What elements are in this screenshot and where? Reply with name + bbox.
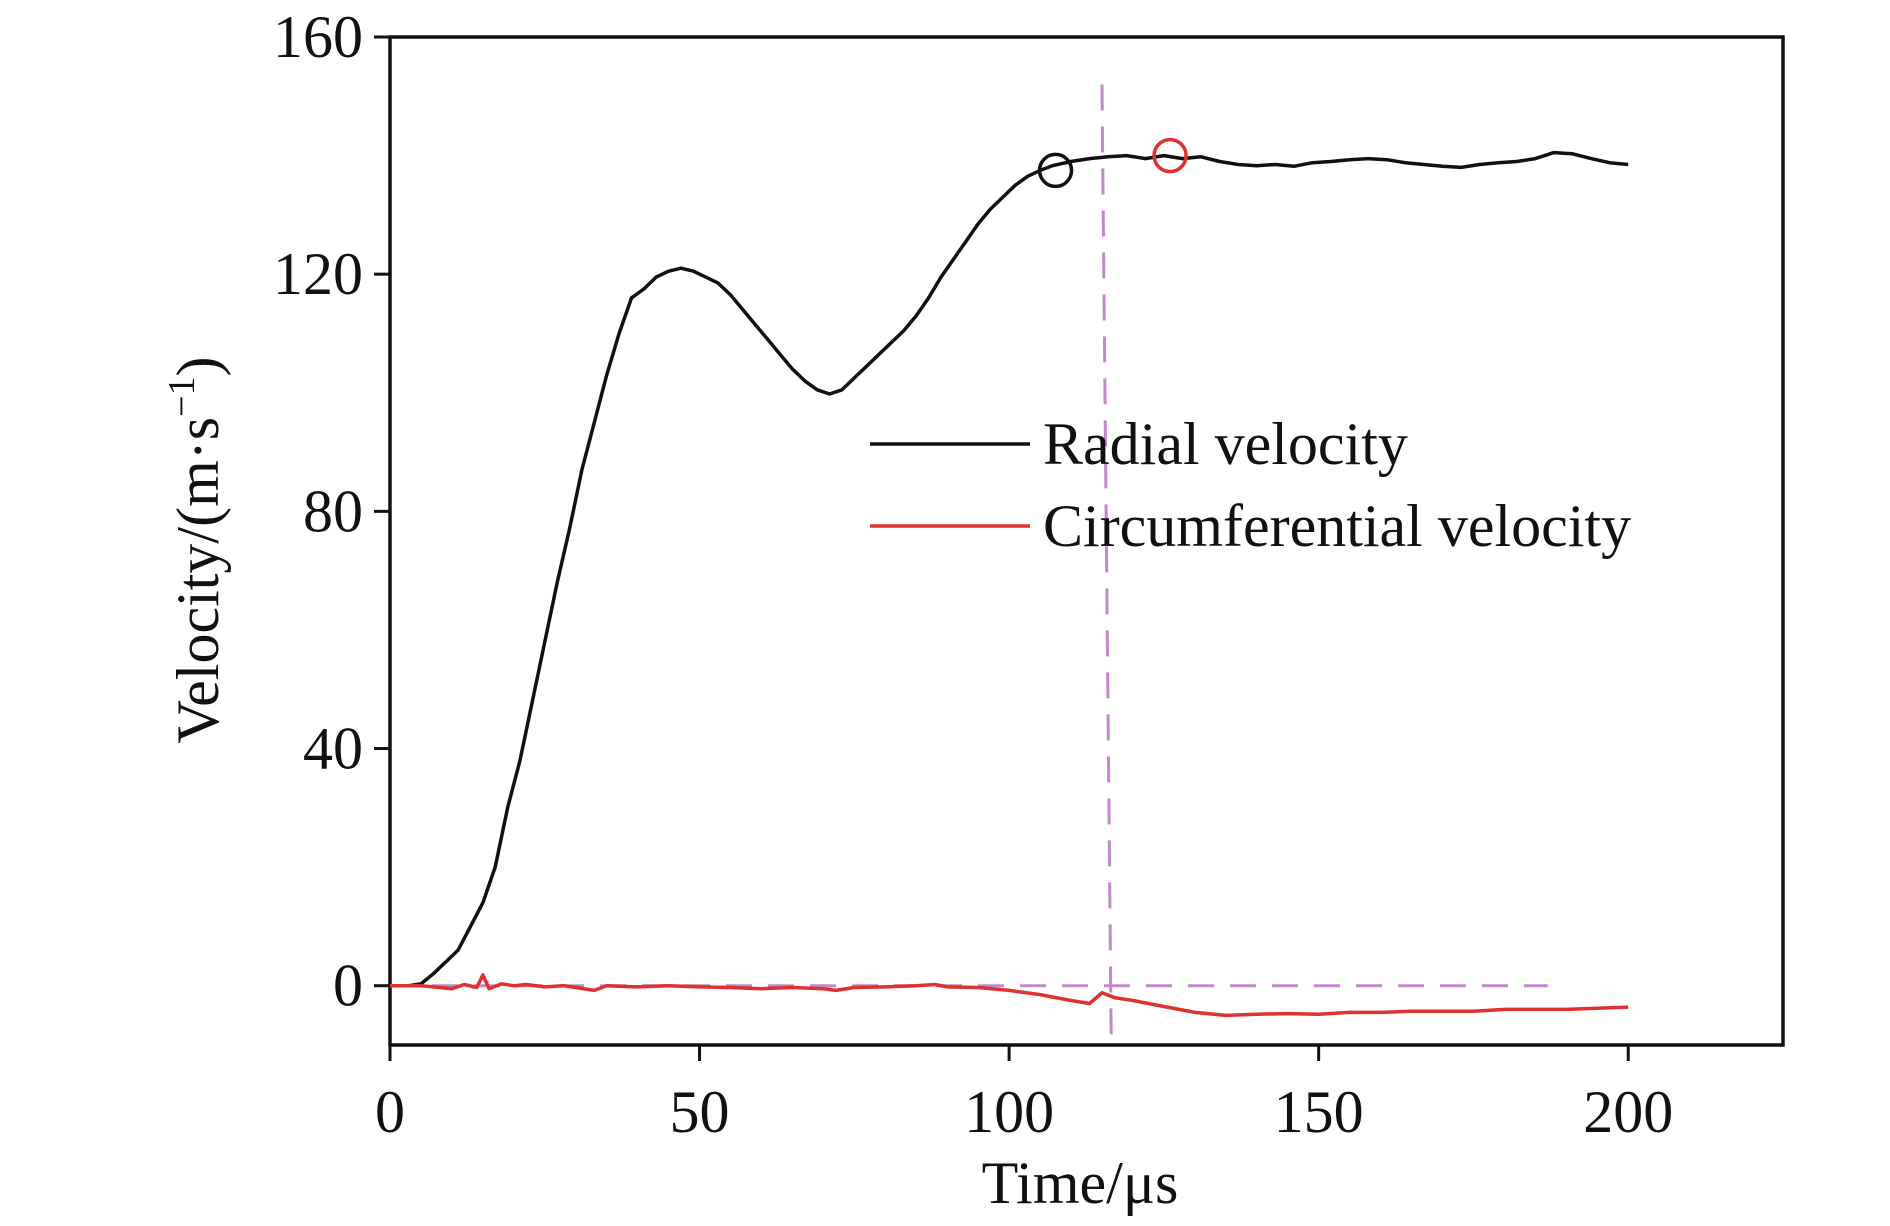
plot-frame (388, 35, 1785, 1047)
marker-radial-circle (1037, 152, 1074, 189)
x-axis-ticks: 0 50 100 150 200 (375, 1045, 1673, 1145)
series-line-circumferential (390, 973, 1629, 1018)
plot-area (388, 35, 1785, 1047)
x-tick-label: 150 (1274, 1079, 1364, 1145)
x-tick-label: 50 (670, 1079, 730, 1145)
y-tick-label: 160 (273, 4, 363, 70)
y-axis-label-main: Velocity/(m·s (165, 417, 231, 744)
marker-circumferential-circle (1152, 137, 1188, 174)
y-tick-label: 80 (303, 478, 363, 544)
y-axis-label: Velocity/(m·s−1) (161, 356, 231, 743)
x-tick-label: 0 (375, 1079, 405, 1145)
y-axis-label-close: ) (165, 356, 231, 376)
y-tick-label: 120 (273, 241, 363, 307)
y-axis-ticks: 0 40 80 120 160 (273, 4, 390, 1019)
legend-label-radial: Radial velocity (1043, 411, 1408, 477)
x-tick-label: 200 (1583, 1079, 1673, 1145)
x-tick-label: 100 (964, 1079, 1054, 1145)
legend-label-circumferential: Circumferential velocity (1043, 493, 1631, 559)
reference-line-vertical (1100, 84, 1113, 1046)
reference-lines (390, 84, 1548, 1046)
series-lines (390, 150, 1629, 1018)
series-line-radial (390, 150, 1629, 988)
x-axis-label: Time/μs (982, 1150, 1179, 1216)
y-axis-label-exponent: −1 (161, 376, 203, 416)
markers (1037, 137, 1188, 189)
legend: Radial velocity Circumferential velocity (870, 411, 1631, 559)
y-tick-label: 40 (303, 716, 363, 782)
y-tick-label: 0 (333, 953, 363, 1019)
